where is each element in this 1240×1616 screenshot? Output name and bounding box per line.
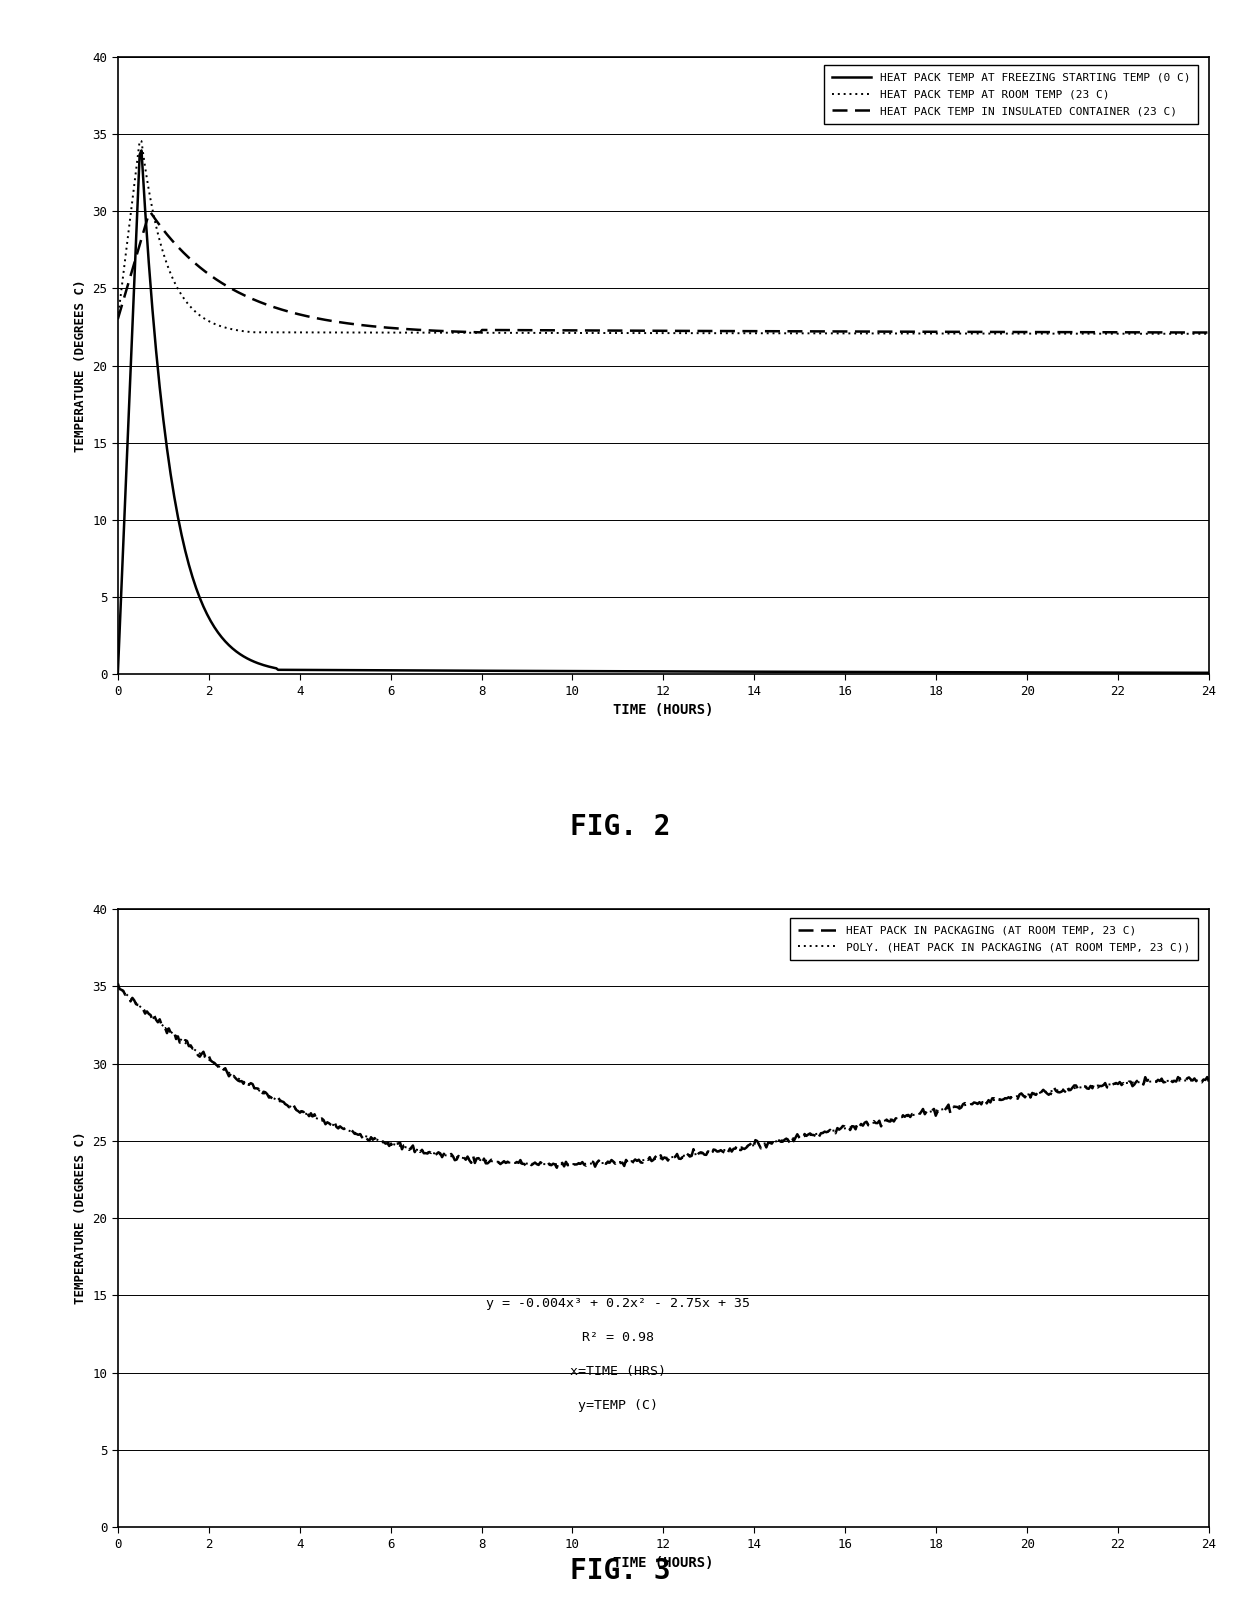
HEAT PACK TEMP AT ROOM TEMP (23 C) <box>934 323 949 343</box>
Line: HEAT PACK IN PACKAGING (AT ROOM TEMP, 23 C): HEAT PACK IN PACKAGING (AT ROOM TEMP, 23… <box>118 984 1209 1168</box>
Line: HEAT PACK TEMP AT ROOM TEMP (23 C): HEAT PACK TEMP AT ROOM TEMP (23 C) <box>118 141 1209 335</box>
HEAT PACK IN PACKAGING (AT ROOM TEMP, 23 C) <box>549 1159 564 1178</box>
Y-axis label: TEMPERATURE (DEGREES C): TEMPERATURE (DEGREES C) <box>74 1131 87 1304</box>
HEAT PACK IN PACKAGING (AT ROOM TEMP, 23 C) <box>755 1134 770 1154</box>
POLY. (HEAT PACK IN PACKAGING (AT ROOM TEMP, 23 C)) <box>110 976 125 995</box>
Text: FIG. 3: FIG. 3 <box>569 1556 671 1585</box>
HEAT PACK TEMP AT FREEZING STARTING TEMP (0 C) <box>606 661 621 680</box>
HEAT PACK TEMP AT FREEZING STARTING TEMP (0 C) <box>841 663 856 682</box>
HEAT PACK IN PACKAGING (AT ROOM TEMP, 23 C) <box>391 1134 405 1154</box>
HEAT PACK TEMP AT FREEZING STARTING TEMP (0 C) <box>134 141 149 160</box>
HEAT PACK TEMP AT FREEZING STARTING TEMP (0 C) <box>110 664 125 684</box>
HEAT PACK TEMP AT ROOM TEMP (23 C) <box>110 309 125 328</box>
HEAT PACK TEMP AT ROOM TEMP (23 C) <box>133 131 148 150</box>
HEAT PACK TEMP AT FREEZING STARTING TEMP (0 C) <box>934 663 949 682</box>
HEAT PACK TEMP IN INSULATED CONTAINER (23 C) <box>305 307 320 326</box>
X-axis label: TIME (HOURS): TIME (HOURS) <box>613 703 714 718</box>
HEAT PACK TEMP AT ROOM TEMP (23 C) <box>393 323 408 343</box>
HEAT PACK TEMP IN INSULATED CONTAINER (23 C) <box>755 322 770 341</box>
POLY. (HEAT PACK IN PACKAGING (AT ROOM TEMP, 23 C)) <box>1202 1071 1216 1091</box>
HEAT PACK TEMP IN INSULATED CONTAINER (23 C) <box>841 322 856 341</box>
POLY. (HEAT PACK IN PACKAGING (AT ROOM TEMP, 23 C)) <box>552 1154 567 1173</box>
Text: R² = 0.98: R² = 0.98 <box>582 1330 653 1343</box>
Line: HEAT PACK TEMP AT FREEZING STARTING TEMP (0 C): HEAT PACK TEMP AT FREEZING STARTING TEMP… <box>118 150 1209 674</box>
HEAT PACK IN PACKAGING (AT ROOM TEMP, 23 C) <box>304 1104 319 1123</box>
POLY. (HEAT PACK IN PACKAGING (AT ROOM TEMP, 23 C)) <box>841 1118 856 1138</box>
HEAT PACK TEMP AT ROOM TEMP (23 C) <box>755 323 770 343</box>
Line: HEAT PACK TEMP IN INSULATED CONTAINER (23 C): HEAT PACK TEMP IN INSULATED CONTAINER (2… <box>118 212 1209 333</box>
HEAT PACK IN PACKAGING (AT ROOM TEMP, 23 C) <box>841 1117 856 1136</box>
HEAT PACK IN PACKAGING (AT ROOM TEMP, 23 C) <box>606 1152 621 1172</box>
HEAT PACK TEMP AT FREEZING STARTING TEMP (0 C) <box>305 661 320 680</box>
POLY. (HEAT PACK IN PACKAGING (AT ROOM TEMP, 23 C)) <box>391 1136 405 1155</box>
Line: POLY. (HEAT PACK IN PACKAGING (AT ROOM TEMP, 23 C)): POLY. (HEAT PACK IN PACKAGING (AT ROOM T… <box>118 986 1209 1164</box>
Legend: HEAT PACK TEMP AT FREEZING STARTING TEMP (0 C), HEAT PACK TEMP AT ROOM TEMP (23 : HEAT PACK TEMP AT FREEZING STARTING TEMP… <box>825 65 1198 124</box>
HEAT PACK IN PACKAGING (AT ROOM TEMP, 23 C) <box>1202 1071 1216 1091</box>
Y-axis label: TEMPERATURE (DEGREES C): TEMPERATURE (DEGREES C) <box>74 280 87 452</box>
POLY. (HEAT PACK IN PACKAGING (AT ROOM TEMP, 23 C)) <box>934 1100 949 1120</box>
HEAT PACK TEMP AT ROOM TEMP (23 C) <box>305 323 320 343</box>
HEAT PACK TEMP IN INSULATED CONTAINER (23 C) <box>143 202 157 221</box>
HEAT PACK TEMP AT FREEZING STARTING TEMP (0 C) <box>393 661 408 680</box>
Text: x=TIME (HRS): x=TIME (HRS) <box>570 1364 666 1377</box>
HEAT PACK TEMP IN INSULATED CONTAINER (23 C) <box>606 322 621 341</box>
POLY. (HEAT PACK IN PACKAGING (AT ROOM TEMP, 23 C)) <box>304 1107 319 1126</box>
HEAT PACK IN PACKAGING (AT ROOM TEMP, 23 C) <box>110 974 125 994</box>
HEAT PACK TEMP IN INSULATED CONTAINER (23 C) <box>393 318 408 338</box>
POLY. (HEAT PACK IN PACKAGING (AT ROOM TEMP, 23 C)) <box>755 1134 770 1154</box>
HEAT PACK TEMP AT ROOM TEMP (23 C) <box>1202 325 1216 344</box>
HEAT PACK TEMP IN INSULATED CONTAINER (23 C) <box>110 309 125 328</box>
HEAT PACK TEMP IN INSULATED CONTAINER (23 C) <box>934 322 949 341</box>
Text: FIG. 2: FIG. 2 <box>569 813 671 842</box>
HEAT PACK TEMP IN INSULATED CONTAINER (23 C) <box>1202 323 1216 343</box>
HEAT PACK TEMP AT FREEZING STARTING TEMP (0 C) <box>1202 663 1216 682</box>
HEAT PACK TEMP AT ROOM TEMP (23 C) <box>606 323 621 343</box>
POLY. (HEAT PACK IN PACKAGING (AT ROOM TEMP, 23 C)) <box>606 1152 621 1172</box>
X-axis label: TIME (HOURS): TIME (HOURS) <box>613 1556 714 1571</box>
HEAT PACK TEMP AT FREEZING STARTING TEMP (0 C) <box>755 663 770 682</box>
HEAT PACK TEMP AT ROOM TEMP (23 C) <box>841 323 856 343</box>
Text: y=TEMP (C): y=TEMP (C) <box>578 1398 658 1412</box>
Legend: HEAT PACK IN PACKAGING (AT ROOM TEMP, 23 C), POLY. (HEAT PACK IN PACKAGING (AT R: HEAT PACK IN PACKAGING (AT ROOM TEMP, 23… <box>790 918 1198 960</box>
Text: y = -0.004x³ + 0.2x² - 2.75x + 35: y = -0.004x³ + 0.2x² - 2.75x + 35 <box>486 1296 750 1309</box>
HEAT PACK IN PACKAGING (AT ROOM TEMP, 23 C) <box>934 1100 949 1120</box>
